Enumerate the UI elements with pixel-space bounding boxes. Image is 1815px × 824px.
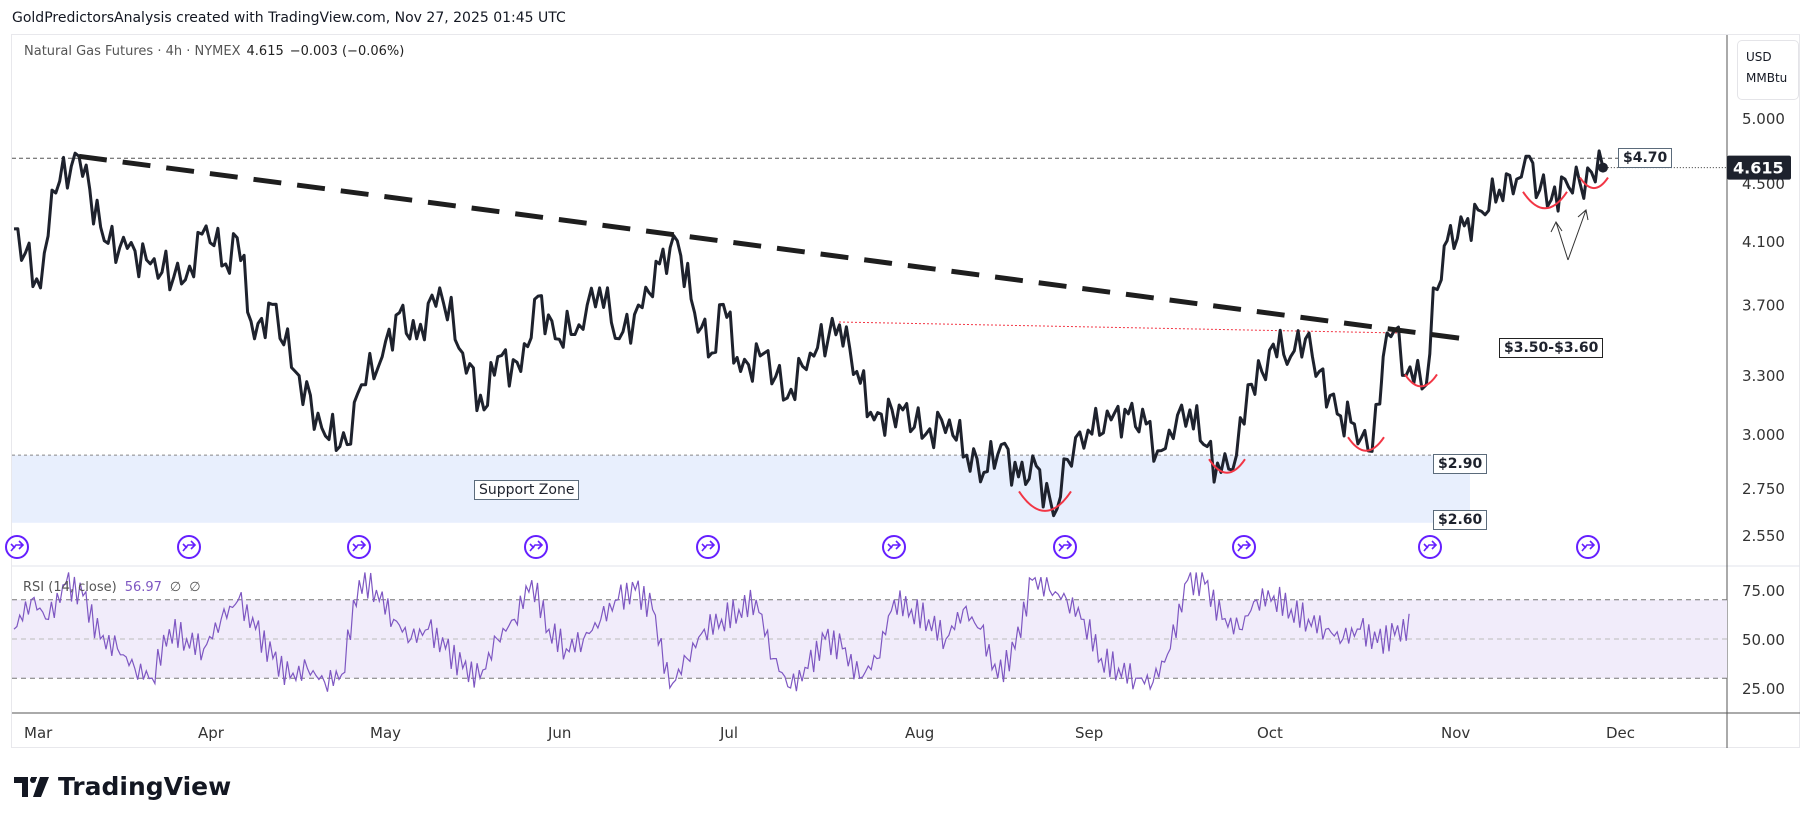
time-tick-label: Jun — [547, 724, 571, 742]
symbol-legend: Natural Gas Futures · 4h · NYMEX 4.615 −0.… — [24, 44, 404, 59]
price-change: −0.003 (−0.06%) — [289, 44, 405, 59]
event-arrow-icon — [182, 540, 197, 552]
price-tick-label: 2.750 — [1742, 480, 1785, 498]
event-arrow-icon — [887, 540, 902, 552]
rsi-tick-label: 25.00 — [1742, 680, 1785, 698]
event-icon — [696, 535, 720, 559]
event-icon — [1576, 535, 1600, 559]
time-tick-label: May — [370, 724, 401, 742]
price-tick-label: 2.550 — [1742, 527, 1785, 545]
event-icon — [177, 535, 201, 559]
time-tick-label: Sep — [1075, 724, 1103, 742]
currency: USD — [1746, 50, 1772, 64]
time-tick-label: Jul — [719, 724, 738, 742]
event-icon — [347, 535, 371, 559]
tradingview-logo[interactable]: TradingView — [14, 772, 231, 801]
last-price-dot — [1597, 162, 1608, 173]
price-tick-label: 4.100 — [1742, 233, 1785, 251]
event-arrow-icon — [1423, 540, 1438, 552]
unit-selector[interactable]: USD MMBtu — [1737, 40, 1799, 100]
event-icon — [1418, 535, 1442, 559]
bottom-arc — [1208, 458, 1246, 474]
event-icon — [524, 535, 548, 559]
event-icon — [1232, 535, 1256, 559]
time-tick-label: Nov — [1441, 724, 1470, 742]
event-arrow-icon — [1237, 540, 1252, 552]
rsi-tick-label: 75.00 — [1742, 582, 1785, 600]
neckline — [838, 321, 1401, 334]
event-icon — [882, 535, 906, 559]
rsi-legend-part: ∅ — [189, 580, 200, 595]
price-tick-label: 3.700 — [1742, 296, 1785, 314]
rsi-legend-part: RSI (14, close) — [23, 580, 117, 595]
price-tick-label: 4.500 — [1742, 175, 1785, 193]
event-icon — [1053, 535, 1077, 559]
pointer-arrows — [1550, 209, 1589, 261]
event-arrow-icon — [529, 540, 544, 552]
label-4-70: $4.70 — [1618, 148, 1673, 168]
price-tick-label: 3.000 — [1742, 426, 1785, 444]
rsi-legend-part: ∅ — [170, 580, 181, 595]
bottom-arc — [1018, 490, 1072, 512]
bottom-arc — [1347, 436, 1385, 452]
bottom-arc — [1522, 191, 1568, 210]
last-price: 4.615 — [246, 44, 284, 59]
support-zone-label: Support Zone — [474, 480, 580, 500]
time-tick-label: Dec — [1606, 724, 1635, 742]
time-tick-label: Apr — [198, 724, 225, 742]
rsi-line — [13, 572, 1410, 692]
rsi-legend: RSI (14, close) 56.97 ∅ ∅ — [23, 580, 201, 595]
rsi-legend-part: 56.97 — [125, 580, 162, 595]
tradingview-logo-icon — [14, 776, 49, 797]
event-arrow-icon — [352, 540, 367, 552]
label-2-60: $2.60 — [1433, 510, 1488, 530]
chart-frame — [11, 34, 1800, 748]
brand-name: TradingView — [58, 772, 232, 801]
current-price-badge — [1727, 155, 1791, 180]
event-arrow-icon — [10, 540, 25, 552]
time-tick-label: Oct — [1257, 724, 1283, 742]
time-tick-label: Aug — [905, 724, 934, 742]
event-icon — [5, 535, 29, 559]
price-series-line — [13, 149, 1605, 518]
unit-measure: MMBtu — [1746, 71, 1788, 85]
bottom-arc — [1579, 177, 1609, 190]
event-arrow-icon — [1058, 540, 1073, 552]
rsi-tick-label: 50.00 — [1742, 631, 1785, 649]
time-tick-label: Mar — [24, 724, 53, 742]
label-2-90: $2.90 — [1433, 454, 1488, 474]
price-tick-label: 3.300 — [1742, 367, 1785, 385]
symbol-name: Natural Gas Futures · 4h · NYMEX — [24, 44, 241, 59]
label-3-50-3-60: $3.50-$3.60 — [1499, 338, 1604, 358]
event-arrow-icon — [1581, 540, 1596, 552]
event-arrow-icon — [701, 540, 716, 552]
support-zone — [12, 455, 1470, 523]
chart-credit: GoldPredictorsAnalysis created with Trad… — [12, 10, 566, 26]
bottom-arc — [1404, 373, 1438, 388]
current-price-label: 4.615 — [1733, 159, 1784, 178]
price-tick-label: 5.000 — [1742, 110, 1785, 128]
descending-trendline — [78, 153, 1465, 342]
